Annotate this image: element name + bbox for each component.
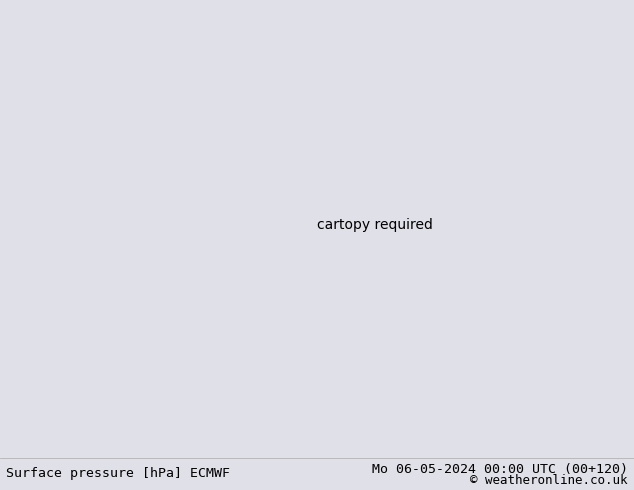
- Text: Surface pressure [hPa] ECMWF: Surface pressure [hPa] ECMWF: [6, 467, 230, 480]
- Text: Mo 06-05-2024 00:00 UTC (00+120): Mo 06-05-2024 00:00 UTC (00+120): [372, 463, 628, 476]
- Text: © weatheronline.co.uk: © weatheronline.co.uk: [470, 474, 628, 488]
- Text: cartopy required: cartopy required: [317, 218, 433, 232]
